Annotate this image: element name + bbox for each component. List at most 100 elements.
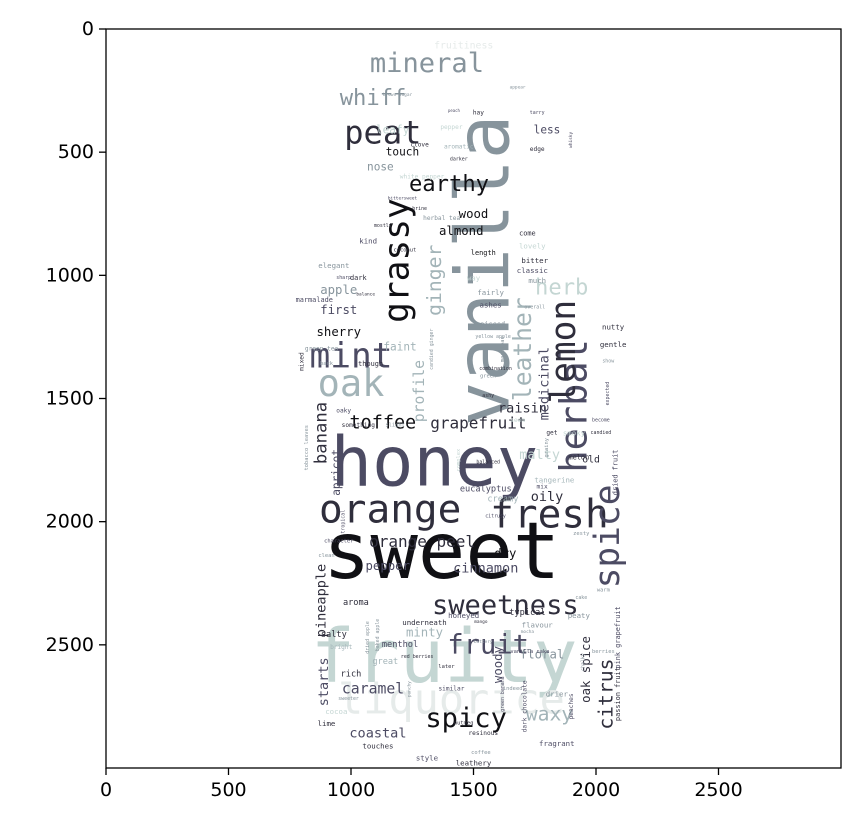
word-white-pepper: white pepper bbox=[400, 173, 445, 180]
word-whisky: whisky bbox=[568, 132, 574, 148]
word-character: character bbox=[324, 538, 354, 544]
word-less: less bbox=[534, 123, 561, 136]
word-sweet: sweet bbox=[323, 505, 560, 597]
word-mint: mint bbox=[309, 337, 392, 377]
word-pineapple: pineapple bbox=[314, 564, 330, 637]
word-almond: almond bbox=[439, 224, 483, 238]
word-back: back bbox=[320, 361, 334, 367]
word-appear: appear bbox=[510, 86, 526, 91]
word-much: much bbox=[528, 276, 546, 285]
word-slight: slight bbox=[385, 423, 405, 429]
word-melon: melon bbox=[568, 454, 589, 462]
y-tick-label: 1500 bbox=[46, 388, 94, 410]
word-caramel: caramel bbox=[342, 681, 404, 698]
word-orange: orange bbox=[319, 486, 461, 532]
word-warm: warm bbox=[597, 588, 610, 594]
word-pepper: pepper bbox=[440, 124, 463, 131]
word-combination: combination bbox=[479, 366, 512, 372]
word-fruitiness: fruitiness bbox=[434, 41, 493, 52]
word-edge: edge bbox=[530, 146, 545, 153]
word-darker: darker bbox=[450, 157, 468, 163]
plot-area bbox=[105, 28, 842, 769]
word-later: later bbox=[438, 664, 455, 670]
word-become: become bbox=[592, 418, 610, 424]
word-first: first bbox=[320, 303, 357, 317]
word-oaky: oaky bbox=[336, 407, 351, 414]
word-herbal: herbal bbox=[552, 339, 595, 472]
x-tick-label: 500 bbox=[210, 779, 246, 801]
word-length: length bbox=[471, 249, 496, 257]
word-faint: faint bbox=[383, 340, 416, 353]
word-classic: classic bbox=[517, 266, 548, 275]
word-tobacco-leaves: tobacco leaves bbox=[304, 425, 310, 471]
y-tick-label: 500 bbox=[58, 141, 94, 163]
word-aromatic: aromatic bbox=[444, 144, 474, 151]
word-marmalade: marmalade bbox=[296, 296, 333, 304]
word-similar: similar bbox=[438, 686, 464, 693]
x-tick-label: 2000 bbox=[572, 779, 620, 801]
word-green-tea: green tea bbox=[305, 346, 339, 353]
word-tarry: tarry bbox=[530, 110, 545, 116]
word-nutmeg: nutmeg bbox=[454, 721, 474, 727]
word-fruit: fruit bbox=[447, 629, 529, 660]
word-fruity: fruity bbox=[311, 614, 578, 700]
word-vanilla: vanilla bbox=[440, 115, 526, 426]
word-cocoa: cocoa bbox=[325, 707, 347, 716]
word-dark: dark bbox=[350, 274, 367, 282]
word-way: way bbox=[467, 273, 481, 282]
word-whiff: whiff bbox=[340, 85, 407, 111]
word-profile: profile bbox=[411, 360, 428, 422]
word-style: style bbox=[416, 754, 438, 763]
word-pepper: pepper bbox=[366, 559, 410, 573]
word-coconut: coconut bbox=[394, 248, 417, 254]
word-starts: starts bbox=[316, 657, 332, 706]
word-mineral: mineral bbox=[370, 48, 484, 79]
word-malty: malty bbox=[519, 447, 560, 463]
word-herb: herb bbox=[535, 275, 588, 301]
word-fresh: fresh bbox=[490, 491, 609, 537]
word-medicinal: medicinal bbox=[537, 347, 553, 420]
word-touch: touch bbox=[386, 146, 419, 159]
word-clean: clean bbox=[318, 553, 334, 559]
word-toffee: toffee bbox=[350, 413, 417, 434]
word-mostly: mostly bbox=[374, 223, 392, 229]
word-leafy: leafy bbox=[376, 123, 410, 136]
word-passion-fruit: passion fruit bbox=[614, 667, 622, 721]
word-bittersweet: bittersweet bbox=[388, 195, 418, 201]
word-balance: balance bbox=[356, 292, 375, 298]
word-vanilla-cake: vanilla cake bbox=[510, 649, 549, 655]
x-tick-label: 1000 bbox=[327, 779, 375, 801]
word-rich: rich bbox=[341, 669, 362, 679]
word-pink-grapefruit: pink grapefruit bbox=[614, 606, 622, 668]
word-tangerine: tangerine bbox=[534, 475, 574, 484]
word-lovely: lovely bbox=[519, 241, 546, 250]
word-spice: spice bbox=[588, 485, 628, 589]
word-lime: lime bbox=[318, 719, 336, 728]
word-come: come bbox=[519, 229, 536, 237]
word-leathery: leathery bbox=[456, 759, 492, 768]
x-tick-label: 1500 bbox=[449, 779, 497, 801]
word-orange-peel: orange peel bbox=[369, 532, 475, 551]
y-axis: 0 500 1000 1500 2000 2500 bbox=[46, 18, 106, 656]
word-fairly: fairly bbox=[477, 288, 504, 297]
word-mix: mix bbox=[537, 484, 548, 491]
y-tick-label: 1000 bbox=[46, 264, 94, 286]
word-buttery: buttery bbox=[474, 639, 493, 645]
word-flavour: flavour bbox=[522, 621, 554, 630]
word-oily: oily bbox=[531, 489, 564, 505]
word-seem: seem bbox=[510, 417, 525, 424]
word-citrusy: citrusy bbox=[485, 514, 506, 520]
word-tropical: tropical bbox=[341, 510, 347, 534]
word-berries: berries bbox=[592, 649, 615, 655]
word-green: green bbox=[480, 373, 496, 379]
word-peach: peach bbox=[448, 108, 460, 113]
word-sweetness: sweetness bbox=[432, 590, 579, 621]
word-get: get bbox=[546, 429, 557, 436]
word-peaches: peaches bbox=[568, 693, 575, 719]
word-fragrant: fragrant bbox=[539, 739, 575, 748]
word-oak: oak bbox=[318, 362, 385, 405]
word-resinous: resinous bbox=[468, 730, 498, 737]
word-great: great bbox=[372, 657, 398, 667]
